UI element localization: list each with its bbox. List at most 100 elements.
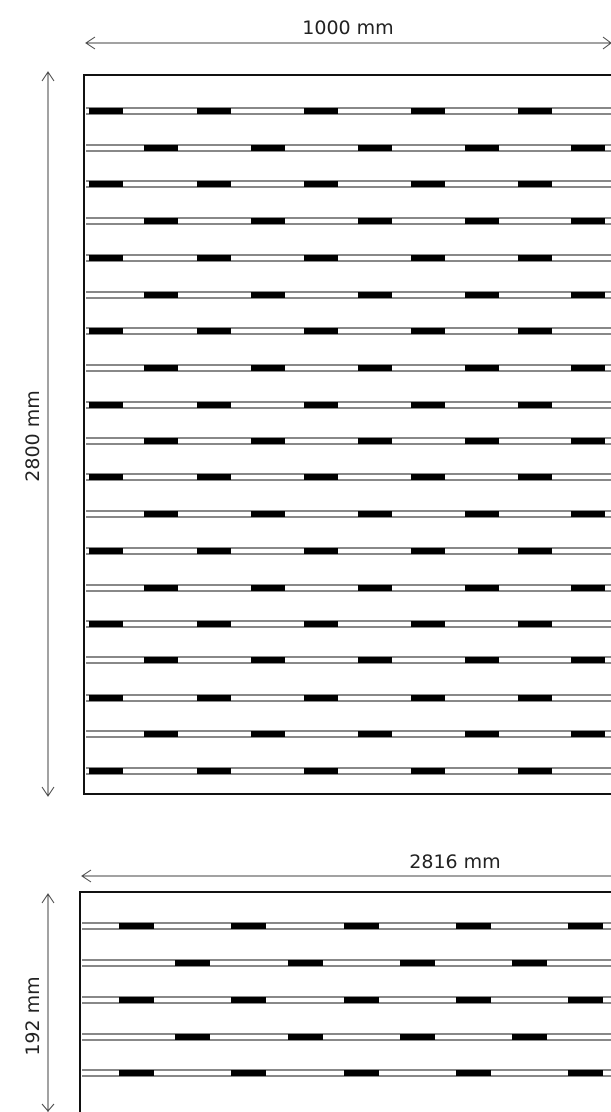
top-slot — [518, 328, 552, 334]
top-slat-row — [86, 730, 611, 738]
top-slot — [518, 548, 552, 554]
bottom-slot — [175, 1034, 210, 1040]
top-slot — [518, 181, 552, 187]
top-slot — [465, 365, 499, 371]
top-slat-row — [86, 620, 611, 628]
top-panel-slats — [86, 107, 611, 775]
bottom-slot — [119, 997, 154, 1003]
top-slat-row — [86, 291, 611, 299]
top-slot — [304, 695, 338, 701]
top-slot — [465, 657, 499, 663]
top-slat-row — [86, 767, 611, 775]
top-width-label: 1000 mm — [302, 17, 393, 39]
bottom-slot — [344, 923, 379, 929]
top-slot — [197, 621, 231, 627]
bottom-height-label: 192 mm — [22, 976, 44, 1055]
top-slot — [89, 255, 123, 261]
top-slot — [358, 145, 392, 151]
top-slot — [411, 548, 445, 554]
top-slot — [304, 108, 338, 114]
top-slot — [251, 365, 285, 371]
bottom-slot — [119, 1070, 154, 1076]
top-slot — [197, 474, 231, 480]
top-slot — [304, 768, 338, 774]
bottom-height-dimension: 192 mm — [22, 893, 55, 1112]
top-slot — [411, 474, 445, 480]
bottom-width-label: 2816 mm — [409, 851, 500, 873]
top-slot — [358, 218, 392, 224]
bottom-slot — [456, 1070, 491, 1076]
top-slot — [144, 511, 178, 517]
bottom-slat-row — [82, 922, 611, 930]
top-slot — [571, 585, 605, 591]
top-slot — [518, 768, 552, 774]
top-height-label: 2800 mm — [22, 390, 44, 481]
bottom-slot — [400, 1034, 435, 1040]
bottom-slot — [288, 1034, 323, 1040]
top-panel-outline — [83, 74, 611, 795]
top-slot — [358, 438, 392, 444]
top-slot — [571, 511, 605, 517]
top-slot — [465, 218, 499, 224]
bottom-slot — [568, 997, 603, 1003]
bottom-slot — [231, 923, 266, 929]
top-slot — [89, 621, 123, 627]
top-slot — [411, 181, 445, 187]
bottom-slot — [568, 1070, 603, 1076]
top-slot — [304, 181, 338, 187]
bottom-width-dimension: 2816 mm — [81, 851, 611, 883]
top-slat-row — [86, 437, 611, 445]
top-slat-row — [86, 217, 611, 225]
top-slat-row — [86, 107, 611, 115]
top-slat-row — [86, 656, 611, 664]
top-slot — [465, 511, 499, 517]
bottom-slot — [512, 1034, 547, 1040]
bottom-panel-slats — [82, 922, 611, 1077]
top-slot — [358, 511, 392, 517]
top-slot — [144, 365, 178, 371]
top-slot — [571, 657, 605, 663]
top-slot — [144, 438, 178, 444]
top-slot — [304, 402, 338, 408]
top-slot — [197, 402, 231, 408]
bottom-slot — [344, 997, 379, 1003]
bottom-slot — [231, 1070, 266, 1076]
top-slot — [571, 292, 605, 298]
top-slot — [197, 768, 231, 774]
top-slot — [304, 621, 338, 627]
top-slot — [411, 108, 445, 114]
top-slot — [251, 218, 285, 224]
top-slot — [144, 731, 178, 737]
top-slat-row — [86, 180, 611, 188]
bottom-slot — [175, 960, 210, 966]
bottom-slot — [456, 997, 491, 1003]
top-slot — [571, 218, 605, 224]
top-slot — [465, 292, 499, 298]
top-slot — [358, 365, 392, 371]
top-slot — [304, 255, 338, 261]
bottom-slot — [400, 960, 435, 966]
bottom-slat-row — [82, 1033, 611, 1041]
top-slat-row — [86, 694, 611, 702]
top-slot — [465, 585, 499, 591]
top-slat-row — [86, 144, 611, 152]
top-slot — [571, 145, 605, 151]
top-slot — [358, 292, 392, 298]
bottom-slot — [231, 997, 266, 1003]
top-slot — [465, 731, 499, 737]
top-slot — [518, 402, 552, 408]
top-slot — [144, 585, 178, 591]
top-slot — [251, 731, 285, 737]
top-slot — [197, 255, 231, 261]
top-slot — [571, 731, 605, 737]
top-slot — [358, 585, 392, 591]
bottom-slot — [344, 1070, 379, 1076]
top-slot — [304, 328, 338, 334]
top-slot — [89, 181, 123, 187]
top-slot — [251, 292, 285, 298]
bottom-slot — [568, 923, 603, 929]
top-width-dimension: 1000 mm — [85, 17, 611, 50]
bottom-slat-row — [82, 959, 611, 967]
top-slot — [251, 145, 285, 151]
